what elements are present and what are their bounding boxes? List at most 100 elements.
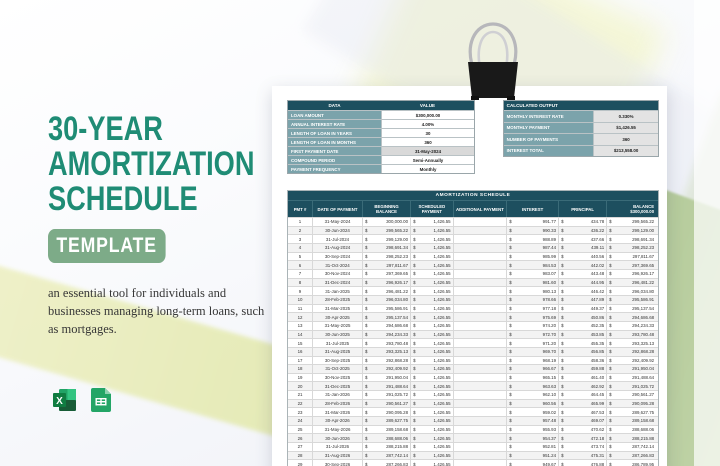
schedule-cell: $296,034.80 (606, 287, 656, 295)
schedule-cell (452, 443, 507, 451)
schedule-row: 18 31-Oct-2025 $292,409.92 $1,426.55 $966.67… (288, 364, 658, 373)
excel-icon: X (53, 389, 76, 411)
data-row-label: FIRST PAYMENT DATE (288, 147, 381, 155)
schedule-cell: $297,811.67 (606, 252, 656, 261)
schedule-cell: $464.45 (558, 391, 606, 399)
schedule-header-cell: BEGINNING BALANCE (361, 201, 410, 217)
data-row-label: PAYMENT FREQUENCY (288, 165, 381, 173)
schedule-cell: $1,426.55 (410, 451, 453, 460)
schedule-cell: $298,252.23 (361, 252, 410, 261)
schedule-cell: $293,780.48 (361, 339, 410, 347)
schedule-cell: $1,426.55 (410, 330, 453, 339)
schedule-cell (452, 425, 507, 434)
schedule-cell: $296,926.17 (361, 278, 410, 287)
schedule-cell: 9 (298, 288, 302, 294)
schedule-cell: 19 (297, 375, 303, 381)
schedule-cell: $289,627.75 (361, 417, 410, 425)
schedule-cell (452, 278, 507, 287)
schedule-cell (452, 304, 507, 313)
schedule-cell: $1,426.55 (410, 269, 453, 278)
data-row-label: LENGTH OF LOAN IN YEARS (288, 129, 381, 137)
schedule-cell: $1,426.55 (410, 399, 453, 408)
schedule-cell: $288,688.06 (606, 425, 656, 434)
schedule-cell: $296,034.80 (361, 295, 410, 304)
schedule-header-cell: PRINCIPAL (558, 201, 606, 217)
schedule-cell (452, 451, 507, 460)
schedule-cell: $458.36 (558, 356, 606, 365)
schedule-cell: $1,426.55 (410, 218, 453, 226)
schedule-cell: 28 (297, 453, 303, 459)
schedule-row: 2 30-Jun-2024 $299,565.22 $1,426.55 $990.33 $… (288, 225, 658, 235)
schedule-cell: $461.40 (558, 373, 606, 382)
schedule-cell: $469.07 (558, 417, 606, 425)
schedule-row: 10 28-Feb-2025 $296,034.80 $1,426.55 $978.66… (288, 294, 658, 304)
schedule-cell: $985.99 (506, 252, 558, 261)
data-table-row: LOAN AMOUNT $300,000.00 (288, 110, 474, 119)
schedule-cell: $1,426.55 (410, 425, 453, 434)
schedule-cell: 30-Jun-2024 (312, 226, 362, 235)
schedule-cell: $1,426.55 (410, 356, 453, 365)
schedule-cell: $470.62 (558, 425, 606, 434)
data-table-row: ANNUAL INTEREST RATE 4.00% (288, 119, 474, 128)
schedule-cell: $1,426.55 (410, 382, 453, 391)
schedule-cell: 30-Apr-2025 (312, 313, 362, 321)
schedule-cell: $1,426.55 (410, 252, 453, 261)
schedule-header-cell: ADDITIONAL PAYMENT (452, 201, 507, 217)
schedule-cell: $288,215.88 (361, 443, 410, 451)
schedule-cell: $443.48 (558, 269, 606, 278)
schedule-cell: $969.70 (506, 347, 558, 356)
schedule-cell: $1,426.55 (410, 460, 453, 466)
schedule-cell: $295,586.91 (361, 304, 410, 313)
schedule-cell: 31-Jan-2025 (312, 287, 362, 295)
balance-header-label: BALANCE (633, 204, 655, 209)
schedule-row: 28 31-Aug-2026 $287,742.14 $1,426.55 $951.24… (288, 450, 658, 460)
schedule-cell: $473.74 (558, 443, 606, 451)
schedule-cell: $436.22 (558, 226, 606, 235)
schedule-cell: $296,926.17 (606, 269, 656, 278)
data-table-body: LOAN AMOUNT $300,000.00 ANNUAL INTEREST RA… (288, 110, 474, 173)
spreadsheet-paper: DATA VALUE LOAN AMOUNT $300,000.00 ANNUAL … (272, 86, 667, 466)
title-line-1: 30-YEAR (48, 110, 163, 148)
schedule-cell: $966.67 (506, 365, 558, 373)
schedule-cell: 31-Jul-2026 (312, 443, 362, 451)
schedule-cell: $955.93 (506, 425, 558, 434)
schedule-cell: $1,426.55 (410, 391, 453, 399)
data-row-value: 4.00% (381, 120, 474, 128)
schedule-cell: $298,252.23 (606, 243, 656, 252)
schedule-cell: $288,215.88 (606, 434, 656, 443)
schedule-cell: $991.77 (506, 218, 558, 226)
schedule-cell: 5 (298, 253, 302, 259)
schedule-cell: $298,691.34 (361, 243, 410, 252)
schedule-cell: $1,426.55 (410, 261, 453, 269)
schedule-cell: 30-Apr-2026 (312, 417, 362, 425)
output-table-body: MONTHLY INTEREST RATE 0.330% MONTHLY PAYME… (503, 110, 658, 156)
schedule-cell: 30-Jun-2025 (312, 330, 362, 339)
schedule-cell: $287,266.83 (606, 451, 656, 460)
schedule-cell: $292,409.92 (361, 365, 410, 373)
data-row-value: $300,000.00 (381, 111, 474, 119)
schedule-cell: $291,025.72 (361, 391, 410, 399)
output-row-label: MONTHLY PAYMENT (503, 122, 594, 133)
schedule-cell: 31-Aug-2026 (312, 451, 362, 460)
schedule-cell: $972.70 (506, 330, 558, 339)
schedule-cell: $299,565.22 (606, 218, 656, 226)
schedule-row: 21 31-Jan-2026 $291,025.72 $1,426.55 $962.10… (288, 390, 658, 399)
schedule-cell: $987.44 (506, 243, 558, 252)
schedule-cell: $294,234.33 (606, 321, 656, 330)
schedule-cell: 2 (298, 227, 302, 233)
schedule-cell: $981.60 (506, 278, 558, 287)
schedule-cell: $299,129.00 (606, 226, 656, 235)
data-row-value: 360 (381, 138, 474, 146)
schedule-cell: $291,950.04 (606, 365, 656, 373)
data-header-cell: DATA (328, 103, 341, 108)
value-header-cell: VALUE (419, 103, 436, 108)
schedule-cell: 25 (297, 427, 303, 433)
schedule-cell: $459.88 (558, 365, 606, 373)
schedule-cell: $434.78 (558, 218, 606, 226)
schedule-cell: $295,586.91 (606, 295, 656, 304)
schedule-cell: 14 (297, 331, 303, 337)
schedule-cell: 18 (297, 366, 303, 372)
schedule-row: 3 31-Jul-2024 $299,129.00 $1,426.55 $988.89 $… (288, 234, 658, 243)
schedule-cell: 7 (298, 271, 302, 277)
schedule-row: 9 31-Jan-2025 $296,481.22 $1,426.55 $980.13 $… (288, 286, 658, 295)
